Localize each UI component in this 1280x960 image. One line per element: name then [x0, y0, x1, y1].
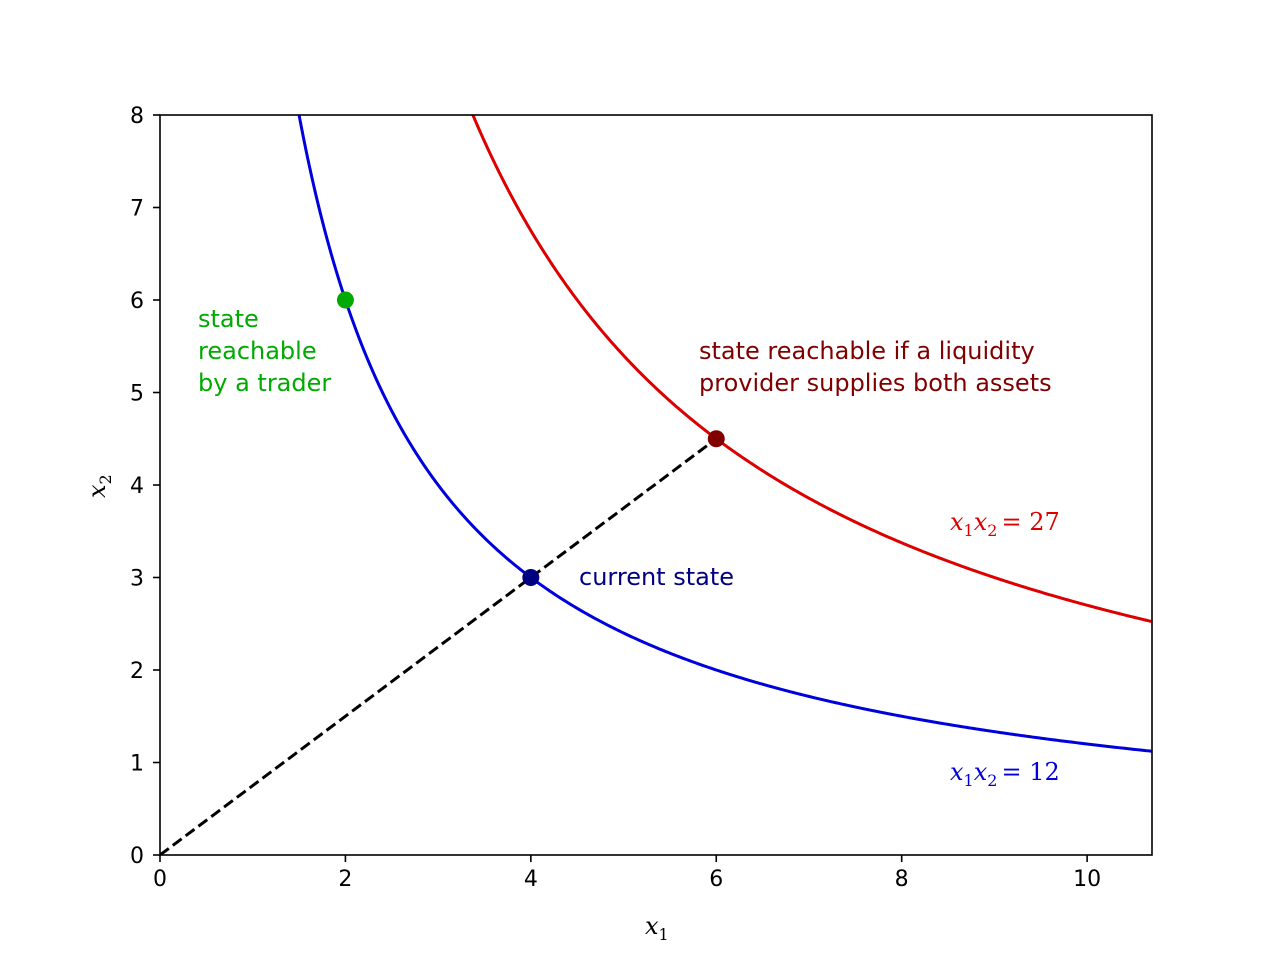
curves-layer — [160, 115, 1152, 855]
annotation-liquidity-line-1: state reachable if a liquidity — [699, 337, 1035, 365]
x-tick-label-5: 10 — [1073, 867, 1101, 892]
x-tick-label-0: 0 — [153, 867, 167, 892]
equation-12-rhs: = 12 — [1001, 758, 1059, 786]
x-tick-label-2: 4 — [524, 867, 538, 892]
equation-27-sub1: 1 — [964, 521, 974, 540]
y-tick-label-3: 3 — [130, 567, 144, 592]
data-point-0 — [336, 291, 354, 309]
y-tick-label-1: 1 — [130, 752, 144, 777]
y-tick-label-0: 0 — [130, 844, 144, 869]
annotation-trader-line-3: by a trader — [198, 369, 331, 397]
data-point-2 — [707, 430, 725, 448]
x-tick-label-1: 2 — [338, 867, 352, 892]
y-tick-label-6: 6 — [130, 289, 144, 314]
equation-27-var2: x — [974, 508, 988, 536]
x-axis-label: x1 — [645, 912, 669, 944]
y-tick-label-4: 4 — [130, 474, 144, 499]
y-axis-label-var: x — [83, 484, 111, 498]
equation-12-var2: x — [974, 758, 988, 786]
y-tick-label-2: 2 — [130, 659, 144, 684]
annotation-current-state: current state — [579, 563, 734, 591]
equation-label-27: x1x2 = 27 — [950, 508, 1060, 540]
x-axis-label-sub: 1 — [659, 925, 669, 944]
y-axis-label: x2 — [83, 474, 115, 498]
equation-12-sub1: 1 — [964, 771, 974, 790]
x-tick-label-4: 8 — [895, 867, 909, 892]
series-line-0 — [297, 115, 1152, 753]
annotation-liquidity-line-2: provider supplies both assets — [699, 369, 1052, 397]
series-line-1 — [471, 115, 1152, 624]
x-axis-label-var: x — [645, 912, 659, 940]
y-tick-label-5: 5 — [130, 382, 144, 407]
series-line-2 — [160, 437, 718, 855]
equation-12-var1: x — [950, 758, 964, 786]
y-axis-label-sub: 2 — [96, 474, 115, 484]
annotation-trader-state: state reachable by a trader — [198, 305, 331, 397]
equation-12-sub2: 2 — [987, 771, 997, 790]
equation-27-var1: x — [950, 508, 964, 536]
annotation-trader-line-2: reachable — [198, 337, 317, 365]
data-point-1 — [522, 569, 540, 586]
y-tick-label-8: 8 — [130, 104, 144, 129]
y-tick-label-7: 7 — [130, 197, 144, 222]
annotation-trader-line-1: state — [198, 305, 259, 333]
annotation-liquidity-state: state reachable if a liquidity provider … — [699, 337, 1052, 397]
points-layer — [336, 291, 725, 586]
equation-label-12: x1x2 = 12 — [950, 758, 1060, 790]
equation-27-rhs: = 27 — [1001, 508, 1059, 536]
x-tick-label-3: 6 — [709, 867, 723, 892]
equation-27-sub2: 2 — [987, 521, 997, 540]
